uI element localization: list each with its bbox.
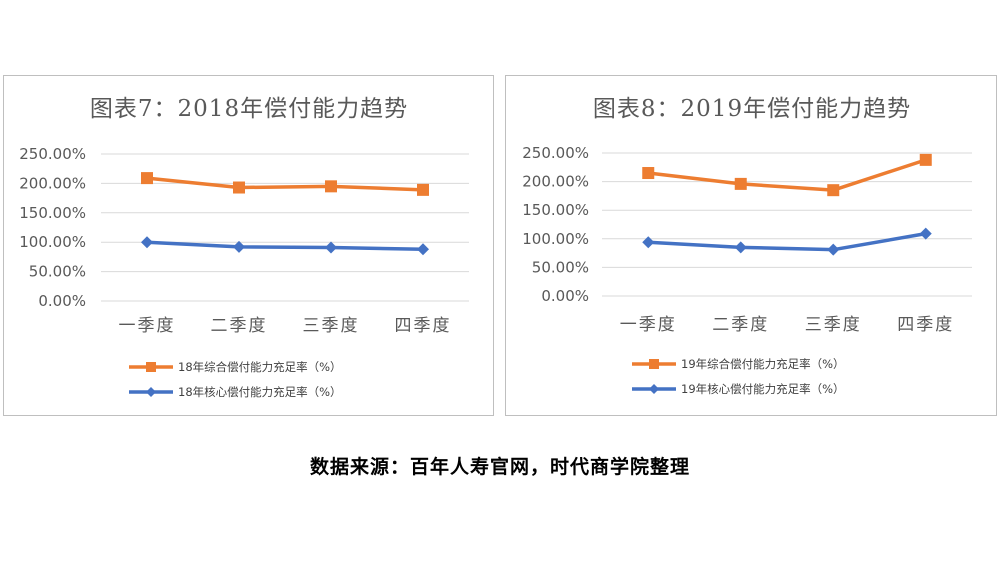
series-line bbox=[146, 240, 424, 252]
y-tick-label: 0.00% bbox=[38, 292, 86, 310]
data-point-diamond bbox=[325, 241, 337, 254]
y-tick-label: 100.00% bbox=[19, 233, 86, 251]
y-tick-label: 150.00% bbox=[522, 201, 589, 219]
chart-panel-2018: 图表7：2018年偿付能力趋势 250.00% 200.00% 150.00% 100.… bbox=[3, 75, 494, 416]
chart-title: 图表7：2018年偿付能力趋势 bbox=[90, 96, 408, 122]
legend-label: 19年综合偿付能力充足率（%） bbox=[681, 357, 845, 371]
y-tick-label: 250.00% bbox=[19, 145, 86, 163]
data-point-square bbox=[642, 167, 655, 180]
x-tick-label: 三季度 bbox=[805, 315, 862, 335]
legend-marker-square bbox=[649, 359, 659, 369]
data-point-square bbox=[325, 180, 337, 193]
chart-title: 图表8：2019年偿付能力趋势 bbox=[593, 96, 911, 122]
series-line bbox=[648, 231, 927, 252]
data-point-square bbox=[141, 172, 153, 185]
legend-label: 18年综合偿付能力充足率（%） bbox=[178, 360, 342, 374]
y-tick-label: 150.00% bbox=[19, 204, 86, 222]
y-tick-label: 200.00% bbox=[522, 173, 589, 191]
legend-marker-diamond bbox=[146, 387, 156, 397]
series-line bbox=[146, 176, 424, 192]
y-tick-label: 250.00% bbox=[522, 144, 589, 162]
x-tick-label: 三季度 bbox=[303, 316, 360, 336]
y-tick-label: 100.00% bbox=[522, 230, 589, 248]
y-tick-label: 200.00% bbox=[19, 174, 86, 192]
data-point-diamond bbox=[919, 227, 932, 240]
legend-marker-square bbox=[146, 362, 156, 372]
data-point-diamond bbox=[141, 236, 153, 249]
legend-label: 18年核心偿付能力充足率（%） bbox=[178, 385, 342, 399]
x-tick-label: 一季度 bbox=[119, 316, 176, 336]
chart-panel-2019: 图表8：2019年偿付能力趋势 250.00% 200.00% 150.00% 100.… bbox=[505, 75, 997, 416]
y-tick-label: 0.00% bbox=[541, 287, 589, 305]
series-line bbox=[648, 158, 927, 192]
data-point-square bbox=[233, 181, 245, 194]
x-tick-label: 四季度 bbox=[395, 316, 452, 336]
data-source-note: 数据来源：百年人寿官网，时代商学院整理 bbox=[309, 456, 690, 478]
x-tick-label: 一季度 bbox=[620, 315, 677, 335]
data-point-square bbox=[827, 184, 840, 197]
data-point-diamond bbox=[642, 236, 655, 249]
data-point-square bbox=[417, 183, 429, 196]
data-point-diamond bbox=[233, 240, 245, 253]
chart-2019-svg: 图表8：2019年偿付能力趋势 250.00% 200.00% 150.00% 100.… bbox=[522, 96, 972, 396]
x-tick-label: 二季度 bbox=[211, 316, 268, 336]
data-point-diamond bbox=[417, 243, 429, 256]
data-point-diamond bbox=[827, 243, 840, 256]
data-point-diamond bbox=[734, 241, 747, 254]
legend-label: 19年核心偿付能力充足率（%） bbox=[681, 382, 845, 396]
data-point-square bbox=[919, 153, 932, 166]
y-tick-label: 50.00% bbox=[29, 263, 86, 281]
legend-marker-diamond bbox=[649, 384, 659, 394]
chart-2018-svg: 图表7：2018年偿付能力趋势 250.00% 200.00% 150.00% 100.… bbox=[19, 96, 469, 399]
y-tick-label: 50.00% bbox=[532, 258, 589, 276]
data-point-square bbox=[734, 177, 747, 190]
x-tick-label: 四季度 bbox=[897, 315, 954, 335]
x-tick-label: 二季度 bbox=[712, 315, 769, 335]
